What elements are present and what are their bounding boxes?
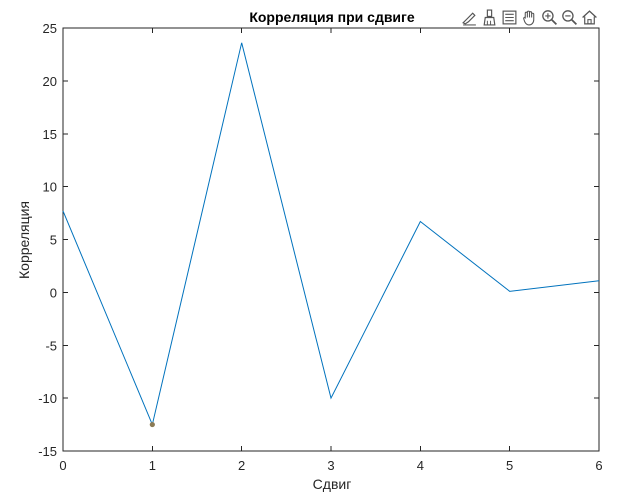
y-tick-label: 10 xyxy=(43,180,57,195)
highlighted-data-point[interactable] xyxy=(149,421,155,428)
x-tick-label: 6 xyxy=(595,458,602,473)
x-tick-label: 5 xyxy=(506,458,513,473)
x-tick-label: 1 xyxy=(149,458,156,473)
edit-plot-icon[interactable] xyxy=(460,8,478,26)
legend-icon[interactable] xyxy=(500,8,518,26)
x-tick-label: 0 xyxy=(59,458,66,473)
ticks: 0 1 2 3 4 5 6 -15 -10 -5 0 5 10 15 20 25 xyxy=(38,21,602,473)
brush-icon[interactable] xyxy=(480,8,498,26)
y-tick-label: 15 xyxy=(43,127,57,142)
y-tick-label: 5 xyxy=(50,233,57,248)
pan-hand-icon[interactable] xyxy=(520,8,538,26)
chart-title: Корреляция при сдвиге xyxy=(249,9,415,25)
y-tick-label: -5 xyxy=(45,338,57,353)
axes xyxy=(62,27,600,452)
y-tick-label: 20 xyxy=(43,74,57,89)
y-tick-label: -15 xyxy=(38,444,57,459)
data-point[interactable] xyxy=(508,289,512,293)
y-tick-label: 25 xyxy=(43,21,57,36)
x-axis-label: Сдвиг xyxy=(313,476,352,492)
series-group xyxy=(61,41,601,428)
plot-area xyxy=(62,27,600,452)
zoom-out-icon[interactable] xyxy=(560,8,578,26)
y-tick-label: -10 xyxy=(38,391,57,406)
data-point[interactable] xyxy=(418,220,422,224)
x-tick-label: 3 xyxy=(327,458,334,473)
zoom-in-icon[interactable] xyxy=(540,8,558,26)
x-tick-label: 4 xyxy=(417,458,424,473)
axes-toolbar xyxy=(460,7,598,27)
x-tick-label: 2 xyxy=(238,458,245,473)
y-tick-label: 0 xyxy=(50,285,57,300)
y-axis-label: Корреляция xyxy=(16,201,32,279)
data-point[interactable] xyxy=(61,209,65,213)
data-point[interactable] xyxy=(329,396,333,400)
data-point[interactable] xyxy=(597,279,601,283)
data-point[interactable] xyxy=(240,41,244,45)
home-icon[interactable] xyxy=(580,8,598,26)
